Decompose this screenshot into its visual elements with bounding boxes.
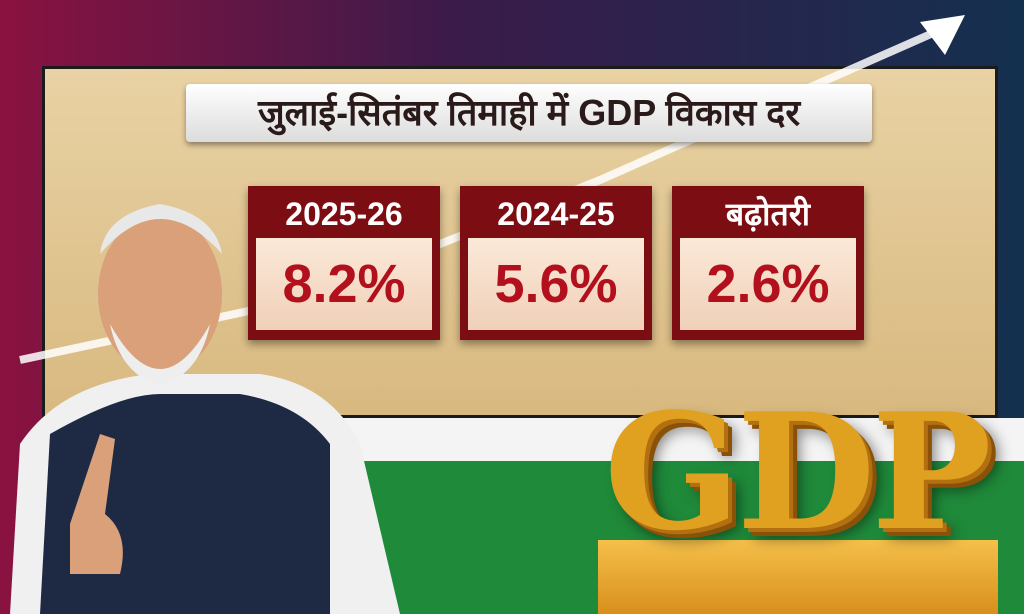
card-value: 2.6% — [680, 238, 856, 330]
card-label: बढ़ोतरी — [725, 196, 811, 232]
card-value: 8.2% — [256, 238, 432, 330]
pedestal — [598, 540, 998, 614]
stat-card: 2024-25 5.6% — [460, 186, 652, 340]
person-figure — [10, 204, 400, 614]
card-value: 5.6% — [468, 238, 644, 330]
gdp-logo: GDP — [604, 378, 992, 566]
card-label: 2025-26 — [285, 196, 403, 232]
stat-card: बढ़ोतरी 2.6% — [672, 186, 864, 340]
card-label: 2024-25 — [497, 196, 615, 232]
headline: जुलाई-सितंबर तिमाही में GDP विकास दर — [186, 84, 872, 142]
stat-card: 2025-26 8.2% — [248, 186, 440, 340]
